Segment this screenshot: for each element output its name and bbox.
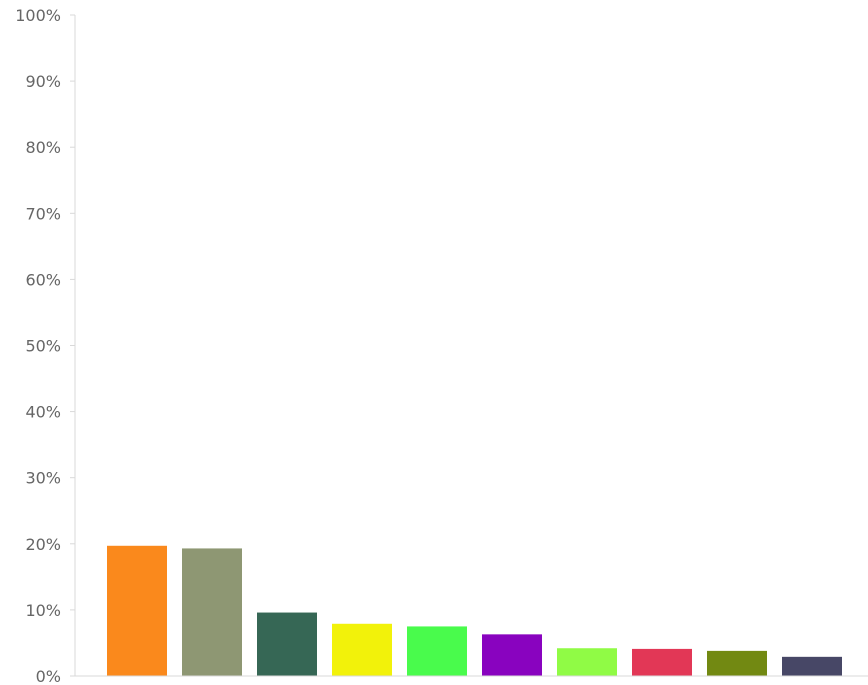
y-tick-label: 20%: [25, 535, 61, 554]
bar: [632, 648, 692, 676]
bar: [707, 650, 767, 676]
y-axis-ticks: 0% 10% 20% 30% 40% 50% 60% 70% 80% 90% 100%: [15, 6, 75, 685]
y-tick-label: 100%: [15, 6, 61, 25]
y-tick-label: 70%: [25, 204, 61, 223]
y-tick-label: 10%: [25, 601, 61, 620]
bars: [107, 545, 842, 676]
y-tick-label: 80%: [25, 138, 61, 157]
y-tick-label: 60%: [25, 270, 61, 289]
bar: [482, 634, 542, 676]
bar: [257, 612, 317, 676]
bar: [557, 648, 617, 676]
y-tick-label: 40%: [25, 403, 61, 422]
bar: [407, 626, 467, 676]
bar: [107, 545, 167, 676]
bar: [332, 623, 392, 676]
y-tick-label: 30%: [25, 469, 61, 488]
y-tick-label: 90%: [25, 72, 61, 91]
y-tick-label: 0%: [36, 667, 61, 685]
bar: [182, 548, 242, 676]
y-tick-label: 50%: [25, 337, 61, 356]
bar: [782, 656, 842, 676]
